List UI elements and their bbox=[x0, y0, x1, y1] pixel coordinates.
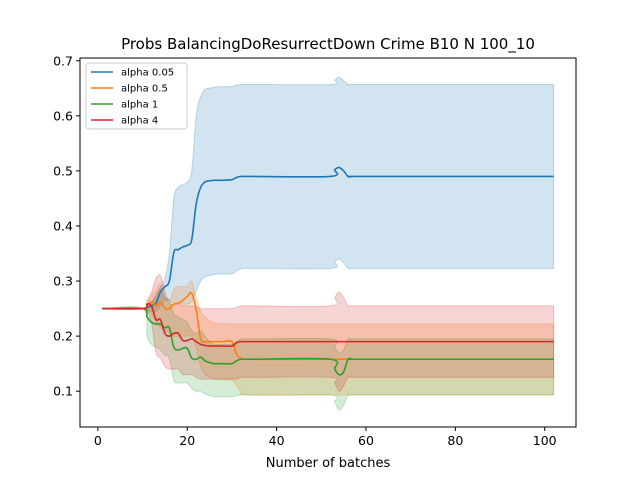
x-tick-label: 80 bbox=[447, 433, 463, 448]
y-tick-label: 0.3 bbox=[53, 274, 73, 289]
x-tick-label: 0 bbox=[94, 433, 102, 448]
legend-label-4: alpha 4 bbox=[121, 116, 158, 127]
confidence-bands bbox=[102, 76, 555, 411]
x-tick-label: 40 bbox=[269, 433, 285, 448]
y-tick-label: 0.2 bbox=[53, 329, 73, 344]
legend: alpha 0.05 alpha 0.5 alpha 1 alpha 4 bbox=[85, 62, 188, 130]
band-series-3 bbox=[102, 288, 555, 411]
line-series-4 bbox=[102, 303, 554, 348]
x-tick-label: 60 bbox=[358, 433, 374, 448]
legend-label-2: alpha 0.5 bbox=[121, 84, 168, 95]
y-tick-label: 0.6 bbox=[53, 108, 73, 123]
line-series-1 bbox=[102, 166, 554, 310]
y-tick-label: 0.1 bbox=[53, 384, 73, 399]
plot-area bbox=[102, 76, 555, 411]
line-series-3 bbox=[102, 307, 554, 376]
series-lines bbox=[102, 166, 554, 376]
x-tick-label: 20 bbox=[179, 433, 195, 448]
y-tick-label: 0.7 bbox=[53, 53, 73, 68]
y-axis-ticks: 0.1 0.2 0.3 0.4 0.5 0.6 0.7 bbox=[53, 53, 80, 399]
legend-box bbox=[85, 62, 188, 130]
legend-label-1: alpha 0.05 bbox=[121, 68, 174, 79]
legend-label-3: alpha 1 bbox=[121, 100, 158, 111]
y-tick-label: 0.5 bbox=[53, 163, 73, 178]
x-tick-label: 100 bbox=[533, 433, 557, 448]
axes-frame bbox=[79, 57, 577, 428]
chart-title: Probs BalancingDoResurrectDown Crime B10… bbox=[121, 35, 535, 54]
line-series-2 bbox=[102, 291, 554, 361]
x-axis-ticks: 0 20 40 60 80 100 bbox=[94, 427, 557, 448]
y-tick-label: 0.4 bbox=[53, 218, 73, 233]
x-axis-label: Number of batches bbox=[266, 456, 391, 471]
